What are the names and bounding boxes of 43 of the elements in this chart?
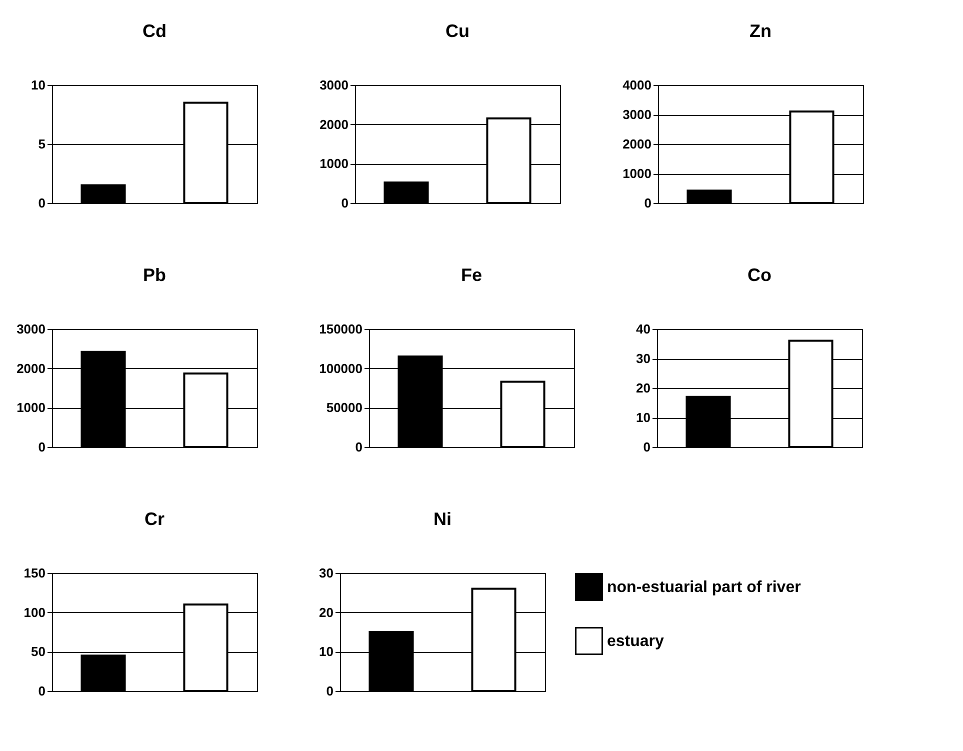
y-tick-label: 100000 bbox=[319, 360, 362, 376]
y-tick-label: 0 bbox=[643, 440, 650, 454]
y-tick-label: 1000 bbox=[622, 166, 652, 181]
chart-title: Co bbox=[748, 265, 772, 285]
chart-title: Zn bbox=[750, 21, 772, 41]
y-tick-label: 0 bbox=[355, 440, 362, 454]
y-tick-label: 3000 bbox=[622, 107, 652, 122]
y-tick-label: 30 bbox=[636, 351, 650, 366]
y-tick-label: 3000 bbox=[16, 322, 46, 336]
chart-title: Cd bbox=[142, 21, 166, 41]
chart-title: Cu bbox=[446, 21, 470, 41]
y-tick-label: 2000 bbox=[16, 360, 46, 376]
y-tick-label: 0 bbox=[38, 440, 46, 454]
chart-title: Ni bbox=[434, 509, 452, 529]
y-tick-label: 100 bbox=[24, 604, 46, 620]
y-tick-label: 30 bbox=[319, 566, 334, 580]
y-tick-label: 150000 bbox=[319, 322, 362, 336]
y-tick-label: 40 bbox=[636, 322, 650, 336]
y-tick-label: 1000 bbox=[320, 156, 348, 172]
y-tick-label: 150 bbox=[24, 566, 46, 580]
y-tick-label: 2000 bbox=[320, 116, 348, 132]
y-tick-label: 0 bbox=[38, 196, 46, 210]
y-tick-label: 50 bbox=[31, 644, 46, 660]
y-tick-label: 10 bbox=[636, 410, 650, 425]
chart-title: Fe bbox=[460, 265, 482, 285]
y-tick-label: 2000 bbox=[622, 136, 652, 152]
y-tick-label: 0 bbox=[38, 684, 46, 698]
y-tick-label: 5 bbox=[38, 136, 46, 152]
y-tick-label: 0 bbox=[326, 684, 334, 698]
y-tick-label: 0 bbox=[341, 196, 348, 210]
chart-title: Pb bbox=[142, 265, 166, 285]
y-tick-label: 4000 bbox=[622, 78, 652, 92]
y-tick-label: 50000 bbox=[326, 400, 362, 416]
y-tick-label: 1000 bbox=[16, 400, 46, 416]
legend-label: estuary bbox=[607, 633, 664, 650]
y-tick-label: 10 bbox=[319, 644, 334, 660]
y-tick-label: 20 bbox=[319, 604, 334, 620]
chart-title: Cr bbox=[144, 509, 165, 529]
y-tick-label: 20 bbox=[636, 380, 650, 396]
y-tick-label: 10 bbox=[31, 78, 46, 92]
legend-label: non-estuarial part of river bbox=[607, 579, 801, 596]
y-tick-label: 3000 bbox=[320, 78, 348, 92]
y-tick-label: 0 bbox=[644, 196, 652, 210]
